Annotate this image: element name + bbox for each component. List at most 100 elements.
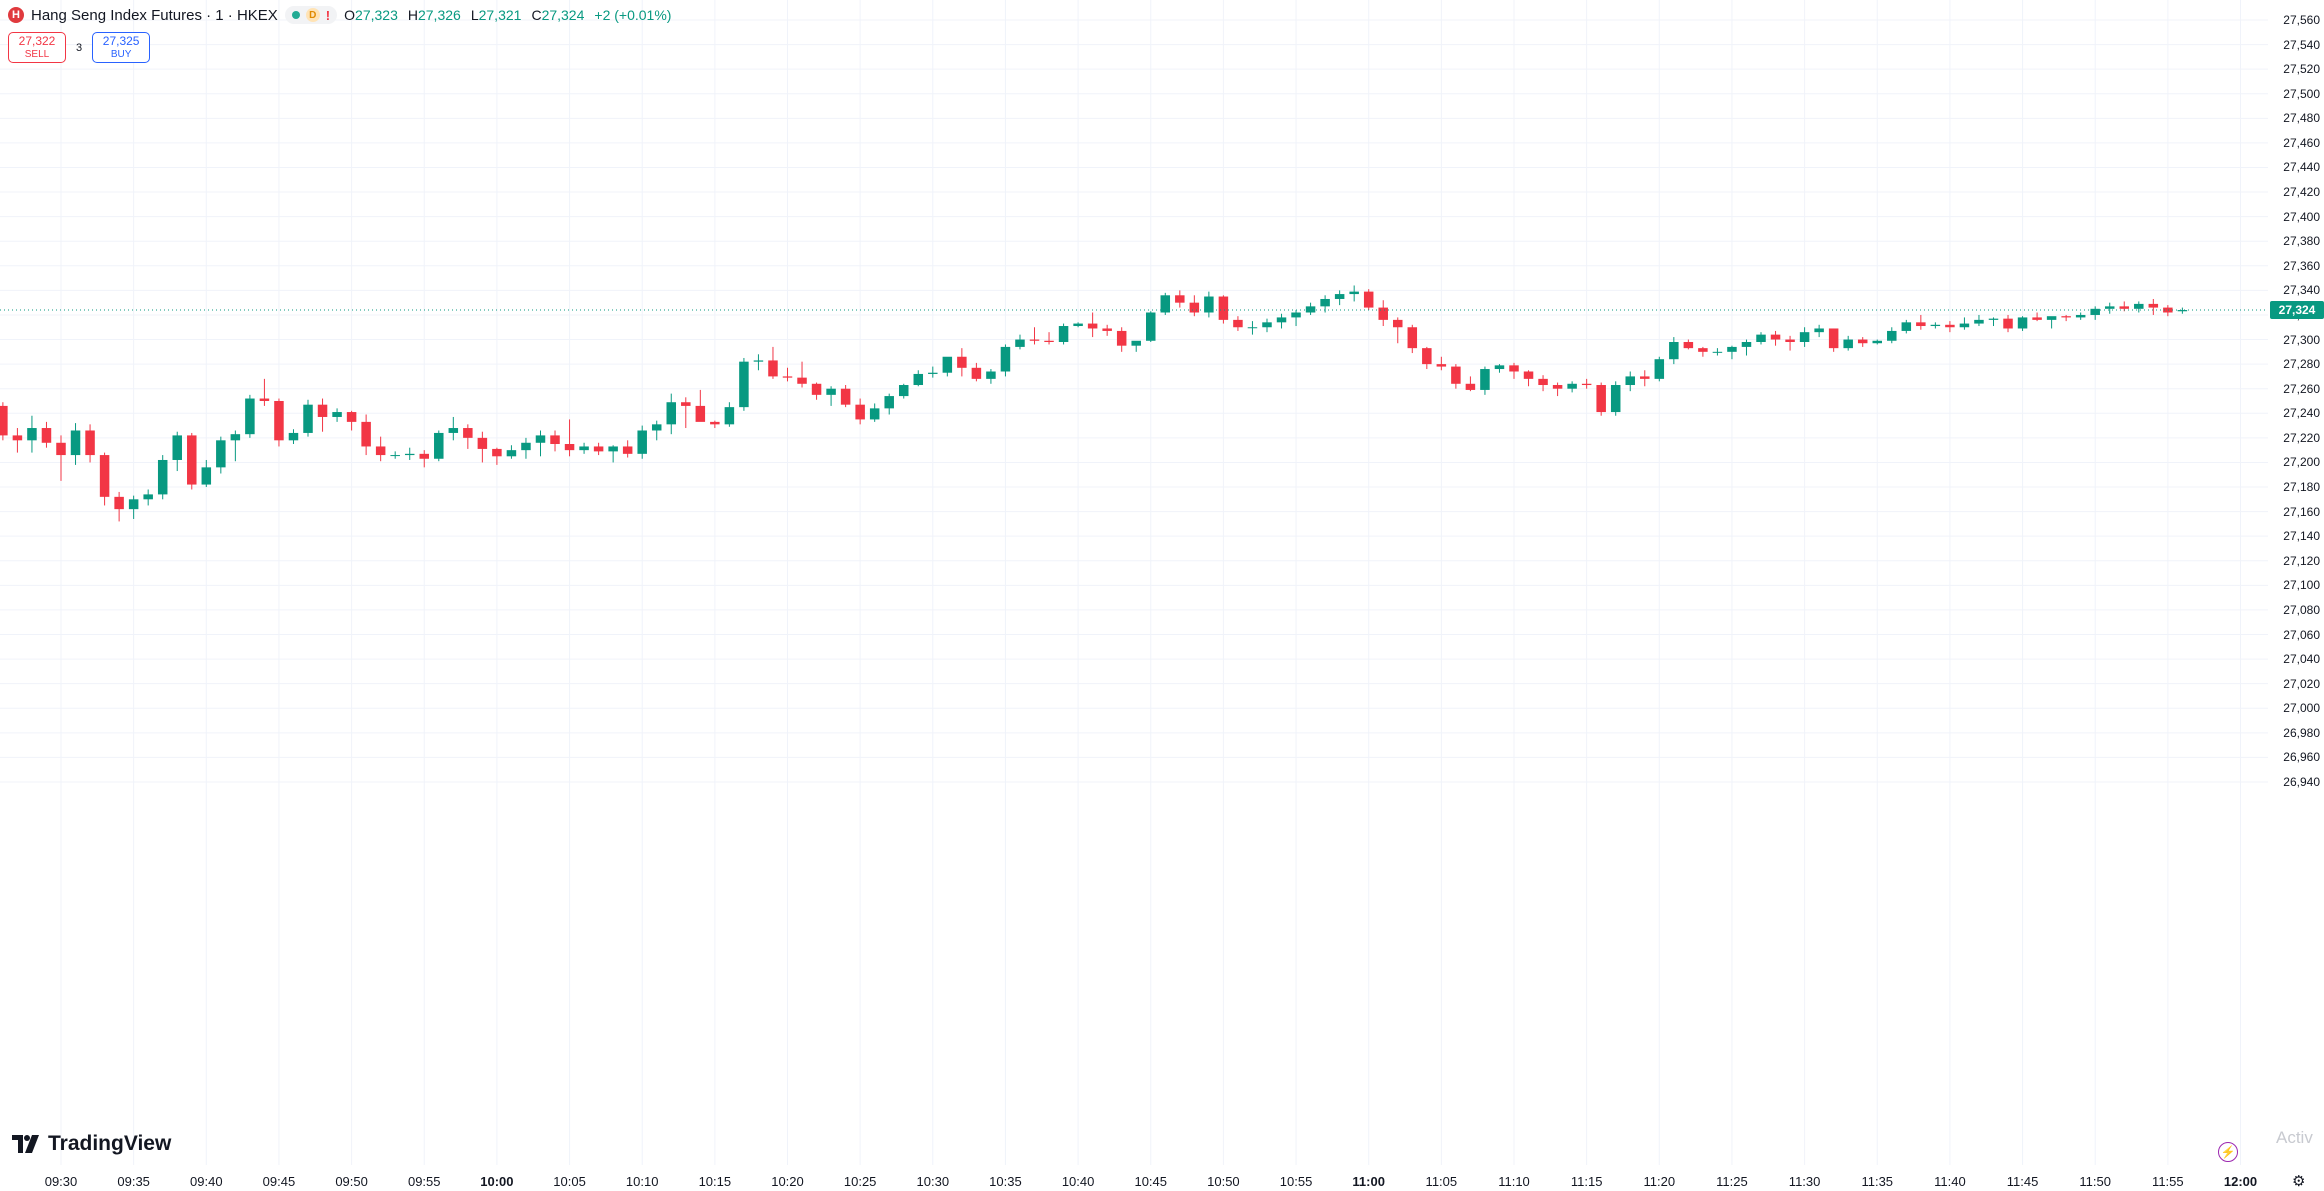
candle-down: [317, 398, 328, 432]
candle-body: [1160, 295, 1171, 313]
candle-down: [811, 382, 822, 400]
candle-up: [651, 420, 662, 441]
candle-down: [1465, 376, 1476, 392]
sell-button[interactable]: 27,322 SELL: [8, 32, 66, 63]
candle-up: [928, 366, 938, 378]
candle-up: [1204, 291, 1214, 318]
candle-up: [1320, 295, 1330, 313]
time-tick-label: 11:50: [2079, 1174, 2111, 1189]
candle-body: [2075, 314, 2086, 318]
candle-down: [85, 424, 95, 463]
candle-body: [1712, 351, 1723, 353]
price-tick-label: 27,140: [2283, 529, 2320, 544]
grid: [0, 0, 2268, 1165]
market-open-dot-icon: [291, 11, 300, 19]
candle-up: [2177, 307, 2188, 314]
candle-up: [637, 425, 647, 459]
candle-body: [840, 388, 851, 405]
candle-body: [259, 398, 270, 401]
time-tick-label: 11:15: [1570, 1174, 1603, 1189]
candle-up: [448, 416, 459, 441]
candle-down: [361, 414, 371, 456]
candle-down: [1698, 346, 1708, 357]
candle-up: [1727, 345, 1737, 360]
candle-body: [753, 360, 764, 362]
candle-body: [332, 412, 342, 417]
tradingview-logo[interactable]: TradingView: [12, 1132, 171, 1156]
candle-up: [724, 402, 735, 427]
candle-up: [216, 436, 226, 474]
candle-body: [2163, 307, 2173, 313]
candle-body: [1669, 341, 1679, 360]
candle-body: [1581, 383, 1592, 386]
candle-down: [1422, 346, 1432, 370]
candle-body: [1000, 346, 1011, 372]
candle-up: [288, 429, 299, 445]
price-tick-label: 26,980: [2283, 725, 2320, 740]
candle-body: [70, 430, 81, 456]
candle-body: [1945, 324, 1955, 328]
candle-body: [695, 405, 706, 422]
candle-down: [1233, 316, 1243, 331]
price-tick-label: 27,500: [2283, 86, 2320, 101]
candle-body: [869, 408, 880, 420]
candle-body: [303, 404, 313, 433]
candle-up: [1058, 323, 1069, 345]
candle-down: [782, 367, 793, 382]
price-tick-label: 27,520: [2283, 62, 2320, 77]
buy-button[interactable]: 27,325 BUY: [92, 32, 151, 63]
candle-down: [1770, 330, 1781, 346]
gear-icon[interactable]: ⚙: [2292, 1173, 2306, 1190]
candle-body: [1422, 348, 1432, 365]
candle-body: [1073, 323, 1083, 327]
price-tick-label: 27,280: [2283, 357, 2320, 372]
candle-down: [1538, 375, 1548, 392]
candlestick-chart[interactable]: [0, 0, 2268, 1165]
candle-down: [1218, 295, 1229, 324]
sell-price: 27,322: [18, 33, 56, 48]
candle-body: [390, 455, 400, 457]
time-tick-label: 12:00: [2223, 1174, 2258, 1189]
candle-body: [1814, 328, 1824, 333]
candle-up: [1015, 334, 1025, 350]
candle-body: [1828, 328, 1839, 349]
time-tick-label: 10:55: [1279, 1174, 1313, 1189]
candle-body: [1029, 339, 1040, 341]
price-tick-label: 27,420: [2283, 185, 2320, 200]
candle-body: [346, 412, 357, 422]
candle-down: [1828, 328, 1839, 352]
candle-down: [1102, 324, 1112, 336]
candle-body: [41, 428, 52, 443]
price-tick-label: 27,100: [2283, 578, 2320, 593]
candle-up: [753, 354, 764, 371]
candle-body: [782, 376, 793, 378]
candle-body: [27, 428, 37, 441]
candle-body: [1262, 322, 1272, 328]
time-tick-label: 09:45: [262, 1174, 296, 1189]
candle-body: [579, 446, 589, 451]
candle-down: [1523, 370, 1534, 387]
candle-body: [1770, 334, 1781, 340]
candle-up: [1073, 322, 1083, 328]
candle-body: [1480, 369, 1490, 390]
candle-body: [1044, 340, 1054, 342]
candle-down: [1393, 317, 1403, 344]
candle-down: [1087, 312, 1098, 338]
close-value: 27,324: [541, 7, 585, 23]
time-tick-label: 09:30: [44, 1174, 78, 1189]
open-value: 27,323: [355, 7, 398, 23]
candle-body: [739, 361, 749, 408]
candle-body: [1393, 319, 1403, 328]
candle-up: [2134, 301, 2144, 313]
symbol-legend: H Hang Seng Index Futures · 1 · HKEX D !…: [8, 6, 671, 24]
candle-up: [608, 445, 618, 463]
candle-body: [201, 467, 212, 485]
candle-body: [1698, 348, 1708, 352]
candle-body: [1538, 378, 1548, 386]
lightning-icon[interactable]: ⚡: [2218, 1142, 2238, 1162]
market-status-pill[interactable]: D !: [284, 6, 338, 24]
candle-up: [27, 415, 37, 453]
symbol-title[interactable]: Hang Seng Index Futures · 1 · HKEX: [31, 6, 278, 24]
chart-plot-area[interactable]: [0, 0, 2268, 1165]
candle-body: [1640, 376, 1650, 379]
